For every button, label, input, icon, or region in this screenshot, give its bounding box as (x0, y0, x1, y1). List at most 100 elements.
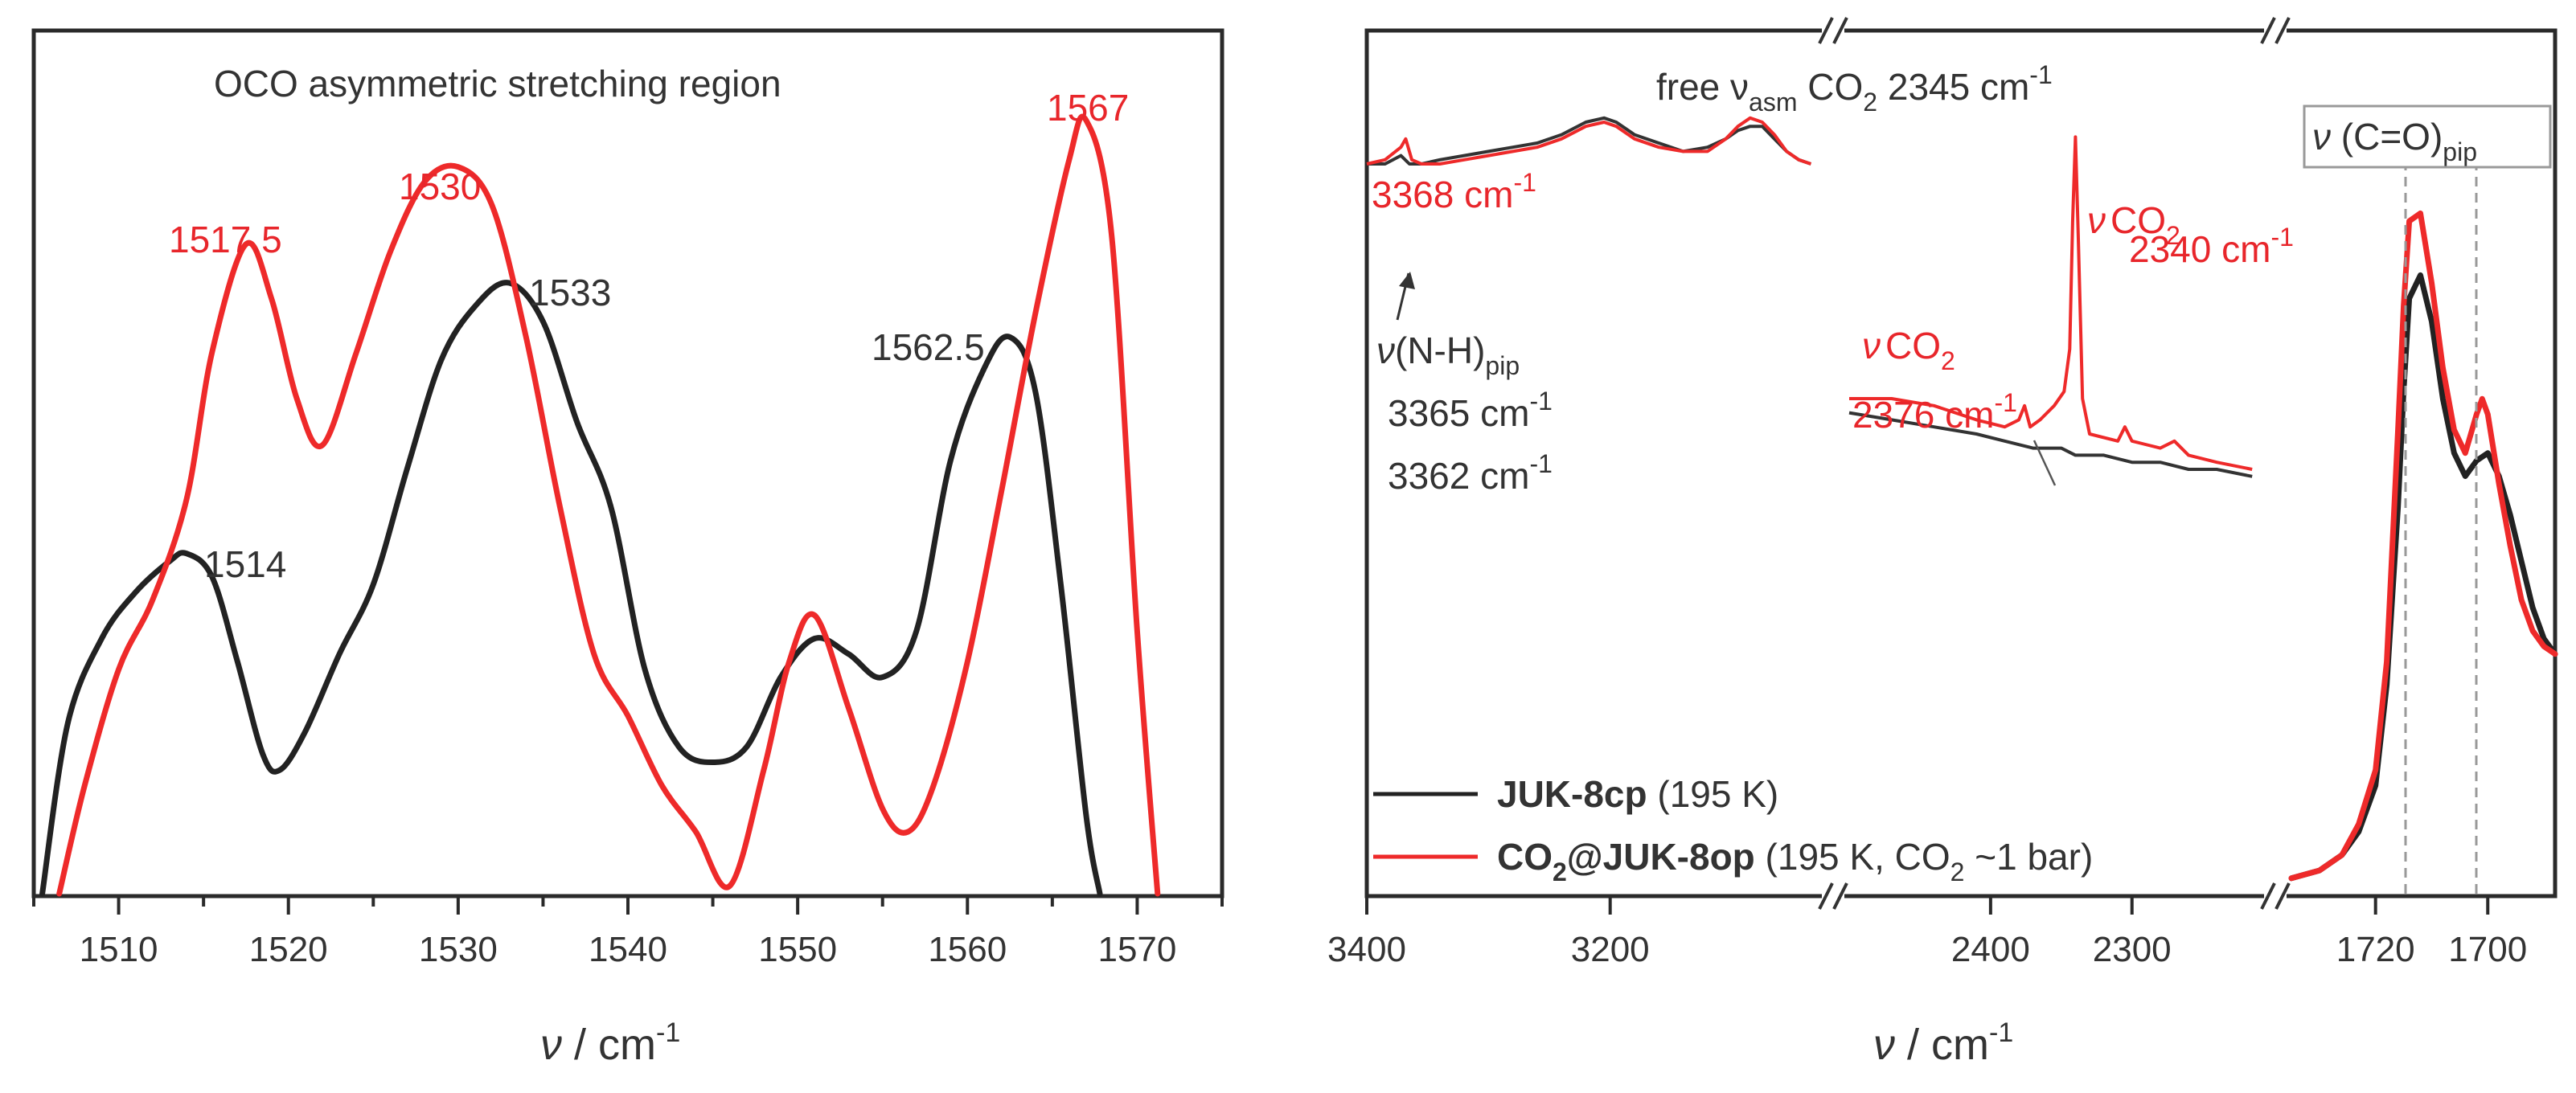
nh-red-value: 3368 cm-1 (1372, 168, 1536, 215)
left-series-red-line (56, 113, 1161, 897)
co-label-sub: pip (2443, 137, 2477, 166)
co2-a-nu: ν (1862, 325, 1881, 366)
co-label-text: (C=O) (2331, 116, 2443, 158)
right-series-black-segment-3 (2288, 272, 2558, 882)
left-x-tick-label-1540: 1540 (589, 930, 667, 969)
left-x-tick-label-1520: 1520 (249, 930, 328, 969)
right-x-tick-label-3200: 3200 (1571, 930, 1650, 969)
left-x-axis-sup: -1 (656, 1017, 680, 1048)
left-x-axis-nu: ν (540, 1021, 562, 1069)
right-series-red-segment-3 (2288, 210, 2558, 882)
legend-red-rest2: ~1 bar) (1964, 836, 2093, 878)
nh-mode-sub: pip (1485, 351, 1520, 380)
co2-b-nu: ν (2087, 199, 2106, 241)
legend-red-bold: CO (1497, 836, 1553, 878)
legend: JUK-8cp (195 K) CO2@JUK-8op (195 K, CO2 … (1373, 773, 2093, 886)
peak-label-1562-5: 1562.5 (872, 326, 985, 368)
legend-red-rest-sub: 2 (1950, 858, 1965, 886)
right-x-tick-label-1720: 1720 (2336, 930, 2415, 969)
peak-label-1533: 1533 (529, 272, 611, 313)
right-axis-breaks (1818, 17, 2291, 910)
nh-mode-label: ν(N-H)pip (1376, 330, 1520, 380)
axis-break-mark (1818, 882, 1834, 910)
right-title-sub: asm (1749, 88, 1797, 117)
peak-label-1514: 1514 (204, 543, 286, 585)
right-series-black-segment-2 (1848, 411, 2253, 478)
co2-a-sub: 2 (1941, 346, 1955, 375)
co2-a-value: 2376 cm-1 (1852, 388, 2017, 436)
co2-b-value-sup: -1 (2270, 223, 2293, 252)
co-label: ν (C=O)pip (2312, 116, 2477, 166)
peak-label-1567: 1567 (1047, 87, 1129, 129)
co2-b-value: 2340 cm-1 (2129, 223, 2294, 270)
right-x-tick-label-2300: 2300 (2093, 930, 2172, 969)
axis-break-mark (1832, 882, 1848, 910)
right-x-tick-label-1700: 1700 (2448, 930, 2527, 969)
right-panel: 3400 3200 2400 2300 1720 1700 free νasm CO2 2… (1327, 17, 2558, 1069)
right-x-axis-label: ν / cm-1 (1873, 1017, 2013, 1069)
right-title-sup: -1 (2029, 60, 2052, 89)
axis-break-mark (1818, 17, 1834, 44)
nh-mode-nu: ν (1376, 330, 1395, 371)
axis-break-mark (1832, 17, 1848, 44)
right-x-tick-label-3400: 3400 (1327, 930, 1406, 969)
nh-black-value-2-sup: -1 (1529, 449, 1552, 478)
left-x-tick-label-1550: 1550 (758, 930, 837, 969)
right-x-axis-nu: ν (1873, 1021, 1895, 1069)
nh-mode-text: (N-H) (1395, 330, 1485, 371)
legend-red-bold-sub: 2 (1553, 858, 1567, 886)
axis-break-mark (2260, 17, 2276, 44)
left-x-tick-label-1570: 1570 (1097, 930, 1176, 969)
peak-label-1517-5: 1517.5 (169, 219, 282, 260)
right-x-axis-unit: / cm (1895, 1021, 1989, 1069)
nh-black-value-1-sup: -1 (1529, 387, 1552, 416)
co2-a-text: CO (1885, 325, 1941, 366)
right-series-group (1366, 116, 2558, 882)
right-title-mid: CO (1798, 66, 1864, 108)
co2-b-text: CO (2110, 199, 2166, 241)
right-title-prefix: free ν (1656, 66, 1749, 108)
axis-break-mark (2275, 882, 2291, 910)
left-x-axis-unit: / cm (562, 1021, 656, 1069)
axis-break-mark (2260, 882, 2276, 910)
legend-red-rest: (195 K, CO (1755, 836, 1950, 878)
nh-black-value-2: 3362 cm-1 (1388, 449, 1553, 497)
nh-black-value-2-text: 3362 cm (1388, 455, 1529, 497)
left-series-black-line (39, 280, 1103, 897)
right-plot-frame (1364, 28, 2558, 899)
left-series-group (39, 113, 1161, 897)
left-x-tick-label-1560: 1560 (928, 930, 1007, 969)
left-panel: 1510 1520 1530 1540 1550 1560 1570 OCO asymmet… (31, 28, 1224, 1069)
right-title-sub2: 2 (1863, 88, 1877, 117)
legend-entry-black: JUK-8cp (195 K) (1497, 773, 1778, 815)
legend-entry-red: CO2@JUK-8op (195 K, CO2 ~1 bar) (1497, 836, 2093, 886)
co2-b-label: ν CO2 (2087, 199, 2180, 250)
legend-black-bold: JUK-8cp (1497, 773, 1647, 815)
co2-b-sub: 2 (2166, 221, 2180, 250)
co2-a-arrow (2032, 440, 2057, 486)
right-series-red-segment-2 (1849, 135, 2253, 471)
co2-b-value-text: 2340 cm (2129, 228, 2270, 270)
nh-red-value-text: 3368 cm (1372, 174, 1513, 215)
co2-a-value-sup: -1 (1994, 388, 2016, 417)
right-series-red-segment-1 (1366, 116, 1812, 166)
left-x-axis-label: ν / cm-1 (540, 1017, 680, 1069)
right-plot-title: free νasm CO2 2345 cm-1 (1656, 60, 2053, 117)
axis-break-mark (2275, 17, 2291, 44)
right-x-ticks: 3400 3200 2400 2300 1720 1700 (1327, 896, 2527, 969)
left-x-tick-label-1530: 1530 (419, 930, 498, 969)
right-title-suffix: 2345 cm (1877, 66, 2029, 108)
co-label-nu: ν (2312, 116, 2331, 158)
nh-black-value-1-text: 3365 cm (1388, 392, 1529, 434)
right-x-axis-sup: -1 (1989, 1017, 2013, 1048)
nh-red-value-sup: -1 (1513, 168, 1536, 197)
co2-a-label: ν CO2 (1862, 325, 1955, 375)
legend-red-bold2: @JUK-8op (1567, 836, 1755, 878)
peak-label-1530: 1530 (399, 166, 481, 207)
legend-black-rest: (195 K) (1647, 773, 1779, 815)
left-x-ticks: 1510 1520 1530 1540 1550 1560 1570 (32, 896, 1224, 969)
co2-a-value-text: 2376 cm (1852, 394, 1994, 436)
right-x-tick-label-2400: 2400 (1951, 930, 2030, 969)
left-plot-title: OCO asymmetric stretching region (214, 63, 781, 104)
